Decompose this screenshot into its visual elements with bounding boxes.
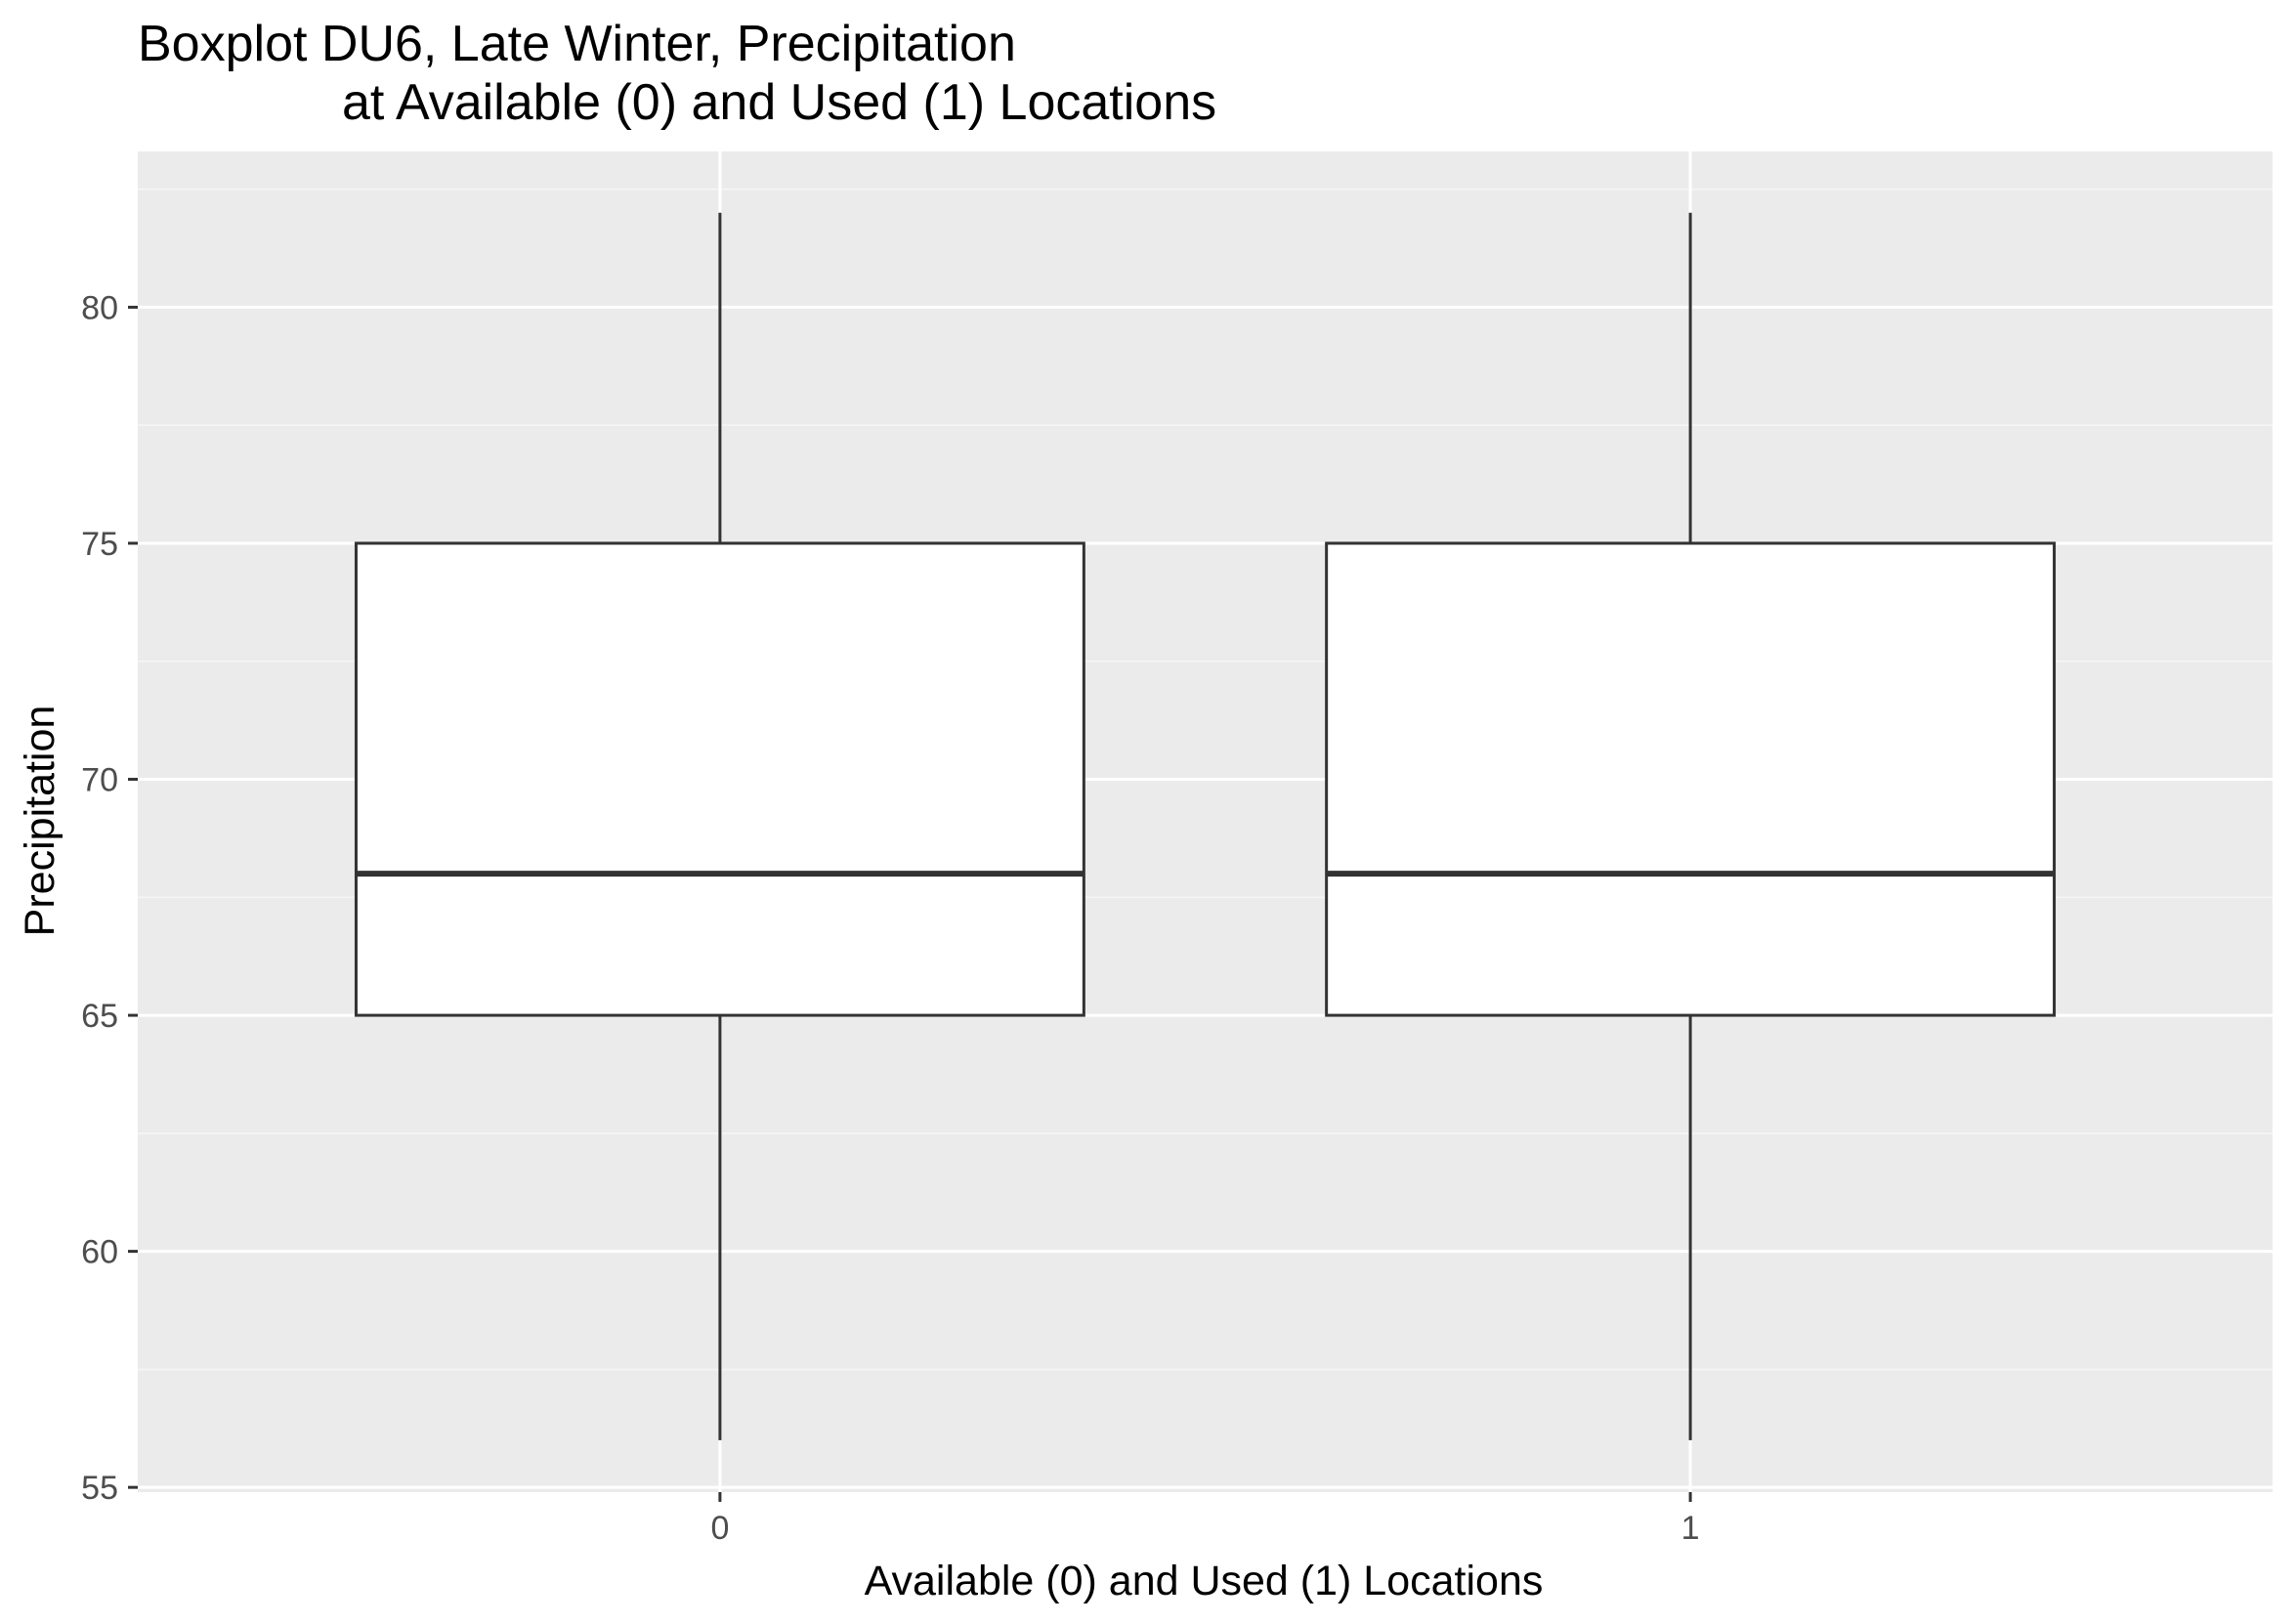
- y-tick-label: 70: [81, 762, 118, 799]
- x-axis-title: Available (0) and Used (1) Locations: [865, 1558, 1544, 1604]
- iqr-box: [354, 541, 1085, 1017]
- y-axis: 55 60 65 70 75 80: [81, 289, 138, 1507]
- y-tick-label: 65: [81, 998, 118, 1035]
- y-tick-label: 80: [81, 289, 118, 326]
- y-tick-label: 55: [81, 1470, 118, 1507]
- chart-title-line-2: at Available (0) and Used (1) Locations: [342, 74, 1216, 131]
- box-group-0: [354, 212, 1085, 1440]
- x-tick-label: 1: [1681, 1510, 1700, 1547]
- chart-title-line-1: Boxplot DU6, Late Winter, Precipitation: [138, 16, 1016, 72]
- box-series: [354, 212, 2057, 1440]
- x-tick-label: 0: [710, 1510, 729, 1547]
- y-axis-title: Precipitation: [17, 705, 64, 937]
- box-group-1: [1325, 212, 2057, 1440]
- iqr-box: [1325, 541, 2057, 1017]
- y-tick-label: 75: [81, 526, 118, 563]
- y-tick-label: 60: [81, 1234, 118, 1271]
